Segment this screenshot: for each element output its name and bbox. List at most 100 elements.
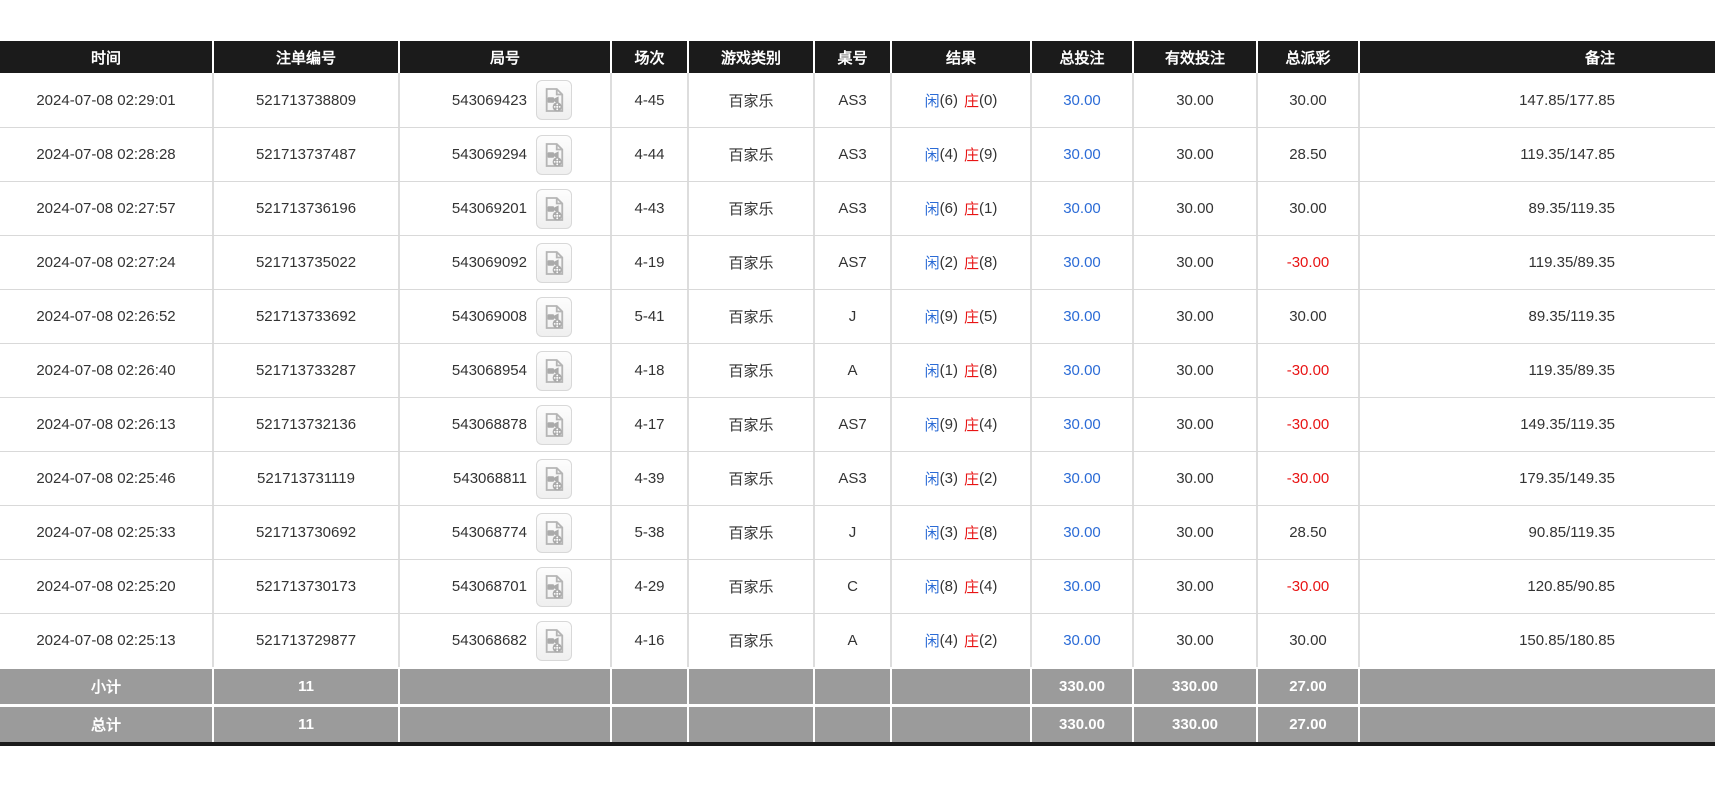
total-bet-cell: 30.00	[1032, 560, 1132, 613]
banker-label: 庄	[964, 525, 980, 542]
round-id: 543069294	[451, 146, 527, 163]
time-cell: 2024-07-08 02:28:28	[0, 128, 212, 181]
bet-id-cell: 521713735022	[214, 236, 398, 289]
table-no-cell: AS3	[815, 452, 890, 505]
bet-id-cell: 521713733287	[214, 344, 398, 397]
total-bet-link[interactable]: 30.00	[1063, 308, 1101, 325]
player-label: 闲	[924, 471, 940, 488]
table-row: 2024-07-08 02:27:24 521713735022 5430690…	[0, 235, 1715, 289]
total-bet-cell: 30.00	[1032, 398, 1132, 451]
video-replay-button[interactable]	[536, 80, 572, 120]
time-cell: 2024-07-08 02:25:46	[0, 452, 212, 505]
total-bet-link[interactable]: 30.00	[1063, 200, 1101, 217]
valid-bet-cell: 30.00	[1134, 236, 1256, 289]
total-bet-link[interactable]: 30.00	[1063, 416, 1101, 433]
col-header-bet-id: 注单编号	[214, 41, 398, 73]
subtotal-label: 小计	[0, 669, 212, 704]
player-score: (6)	[939, 200, 958, 217]
total-bet-link[interactable]: 30.00	[1063, 632, 1101, 649]
banker-label: 庄	[964, 201, 980, 218]
time-cell: 2024-07-08 02:25:33	[0, 506, 212, 559]
total-bet-link[interactable]: 30.00	[1063, 470, 1101, 487]
player-score: (2)	[939, 254, 958, 271]
table-row: 2024-07-08 02:25:13 521713729877 5430686…	[0, 613, 1715, 667]
video-file-icon	[545, 304, 564, 329]
payout-cell: -30.00	[1258, 344, 1358, 397]
game-type-cell: 百家乐	[689, 344, 813, 397]
total-payout: 27.00	[1258, 707, 1358, 742]
subtotal-empty-cell	[1360, 669, 1715, 704]
total-bet-link[interactable]: 30.00	[1063, 524, 1101, 541]
video-file-icon	[545, 88, 564, 112]
player-score: (1)	[939, 362, 958, 379]
video-replay-button[interactable]	[536, 404, 572, 445]
valid-bet-cell: 30.00	[1134, 614, 1256, 667]
bet-id-cell: 521713729877	[214, 614, 398, 667]
table-no-cell: J	[815, 290, 890, 343]
payout-cell: -30.00	[1258, 398, 1358, 451]
round-id-cell: 543068878	[400, 398, 610, 451]
video-replay-button[interactable]	[536, 458, 572, 499]
table-row: 2024-07-08 02:26:52 521713733692 5430690…	[0, 289, 1715, 343]
round-id-cell: 543069294	[400, 128, 610, 181]
round-id-cell: 543069008	[400, 290, 610, 343]
video-replay-button[interactable]	[536, 512, 572, 553]
player-label: 闲	[924, 417, 940, 434]
table-bottom-bar	[0, 742, 1715, 746]
video-replay-button[interactable]	[536, 242, 572, 283]
video-replay-button[interactable]	[536, 134, 572, 175]
banker-score: (2)	[979, 632, 998, 649]
player-label: 闲	[924, 525, 940, 542]
total-bet-link[interactable]: 30.00	[1063, 254, 1101, 271]
col-header-result: 结果	[892, 41, 1030, 73]
col-header-remark: 备注	[1360, 41, 1715, 73]
result-cell: 闲 (1) 庄 (8)	[892, 344, 1030, 397]
video-replay-button[interactable]	[536, 350, 572, 391]
round-id: 543069201	[451, 200, 527, 217]
player-label: 闲	[924, 309, 940, 326]
video-replay-button[interactable]	[536, 296, 572, 337]
round-id: 543068682	[451, 632, 527, 649]
col-header-table-no: 桌号	[815, 41, 890, 73]
total-empty-cell	[815, 707, 890, 742]
subtotal-payout: 27.00	[1258, 669, 1358, 704]
session-cell: 4-43	[612, 182, 687, 235]
video-replay-button[interactable]	[536, 188, 572, 229]
bet-id-cell: 521713738809	[214, 73, 398, 127]
result-cell: 闲 (4) 庄 (9)	[892, 128, 1030, 181]
table-no-cell: J	[815, 506, 890, 559]
table-row: 2024-07-08 02:27:57 521713736196 5430692…	[0, 181, 1715, 235]
banker-label: 庄	[964, 147, 980, 164]
remark-cell: 149.35/119.35	[1360, 398, 1715, 451]
remark-cell: 119.35/89.35	[1360, 344, 1715, 397]
result-cell: 闲 (4) 庄 (2)	[892, 614, 1030, 667]
time-cell: 2024-07-08 02:26:40	[0, 344, 212, 397]
payout-cell: 30.00	[1258, 614, 1358, 667]
banker-label: 庄	[964, 309, 980, 326]
total-bet-link[interactable]: 30.00	[1063, 362, 1101, 379]
video-replay-button[interactable]	[536, 566, 572, 607]
valid-bet-cell: 30.00	[1134, 398, 1256, 451]
subtotal-total-bet: 330.00	[1032, 669, 1132, 704]
banker-score: (8)	[979, 524, 998, 541]
total-bet-link[interactable]: 30.00	[1063, 91, 1101, 109]
banker-label: 庄	[964, 471, 980, 488]
video-file-icon	[545, 250, 564, 275]
video-file-icon	[545, 574, 564, 599]
total-bet-link[interactable]: 30.00	[1063, 146, 1101, 163]
video-replay-button[interactable]	[536, 620, 572, 661]
session-cell: 5-38	[612, 506, 687, 559]
player-score: (3)	[939, 470, 958, 487]
remark-cell: 147.85/177.85	[1360, 73, 1715, 127]
valid-bet-cell: 30.00	[1134, 506, 1256, 559]
total-bet-cell: 30.00	[1032, 506, 1132, 559]
bet-id-cell: 521713733692	[214, 290, 398, 343]
banker-label: 庄	[964, 417, 980, 434]
col-header-time: 时间	[0, 41, 212, 73]
total-bet-cell: 30.00	[1032, 452, 1132, 505]
round-id-cell: 543068954	[400, 344, 610, 397]
player-label: 闲	[924, 363, 940, 380]
table-row: 2024-07-08 02:25:20 521713730173 5430687…	[0, 559, 1715, 613]
banker-score: (4)	[979, 578, 998, 595]
total-bet-link[interactable]: 30.00	[1063, 578, 1101, 595]
